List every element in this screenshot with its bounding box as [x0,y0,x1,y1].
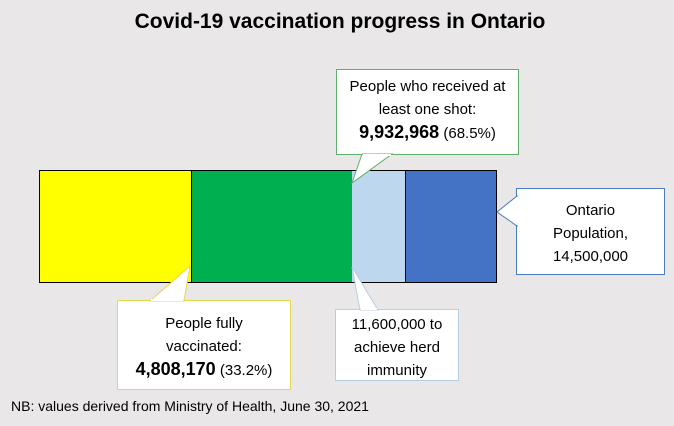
pointer-fully [148,264,191,302]
callout-fully-line2: vaccinated: [166,338,242,355]
callout-one-shot-pct: (68.5%) [443,125,496,142]
pointer-one-shot [351,153,394,185]
chart-title: Covid-19 vaccination progress in Ontario [134,10,546,33]
pointer-herd [351,266,379,311]
callout-population-line2: Population, [552,225,629,242]
callout-population-line1: Ontario [565,202,616,219]
callout-herd-line1: 11,600,000 to [351,316,443,333]
callout-population: Ontario Population, 14,500,000 [516,188,665,275]
bar-segment-remaining-population [405,170,497,283]
callout-one-shot-value: 9,932,968 [359,122,440,142]
callout-fully-vaccinated: People fully vaccinated: 4,808,170 (33.2… [117,300,291,390]
callout-one-shot-line2: least one shot: [378,101,477,118]
pointer-population [496,194,518,227]
callout-one-shot: People who received at least one shot: 9… [336,69,519,155]
bar-segment-fully-vaccinated [39,170,192,283]
callout-herd-line3: immunity [366,362,427,379]
bar-segment-one-shot [191,170,353,283]
callout-fully-pct: (33.2%) [219,362,273,379]
bar-segment-herd-immunity [352,170,406,283]
callout-herd-immunity: 11,600,000 to achieve herd immunity [335,309,459,381]
callout-herd-line2: achieve herd [354,339,440,356]
callout-one-shot-line1: People who received at [349,78,506,95]
callout-fully-value: 4,808,170 [135,359,216,379]
footnote: NB: values derived from Ministry of Heal… [11,398,369,414]
callout-population-line3: 14,500,000 [552,248,629,265]
callout-fully-line1: People fully [165,315,243,332]
